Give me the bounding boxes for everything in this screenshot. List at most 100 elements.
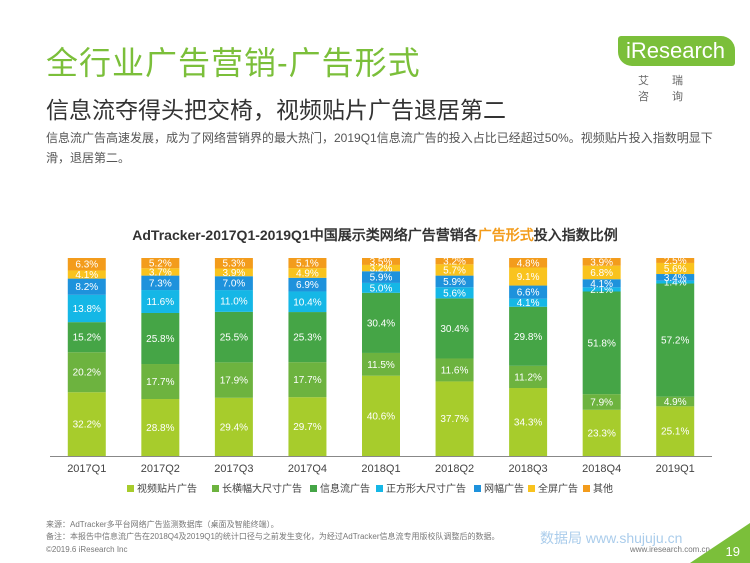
bar-segment (288, 291, 327, 313)
page-subtitle: 信息流夺得头把交椅，视频贴片广告退居第二 (46, 97, 506, 123)
bar-segment (656, 262, 695, 275)
bar-segment (141, 268, 180, 276)
bar-segment (214, 268, 253, 277)
x-tick-label: 2019Q1 (656, 463, 695, 475)
page-description: 信息流广告高速发展，成为了网络营销界的最大热门，2019Q1信息流广告的投入占比… (46, 131, 713, 165)
bar-data-label: 29.4% (220, 422, 248, 433)
bar-data-label: 6.9% (296, 280, 319, 291)
chart-title: AdTracker-2017Q1-2019Q1中国展示类网络广告营销各广告形式投… (132, 227, 617, 243)
bar-data-label: 3.9% (222, 268, 245, 279)
bar-segment (288, 397, 327, 456)
bar-segment (582, 265, 621, 280)
chart-bars: 32.2%20.2%15.2%13.8%8.2%4.1%6.3%28.8%17.… (67, 256, 695, 456)
bar-data-label: 4.8% (517, 258, 540, 269)
bar-data-label: 17.7% (293, 375, 321, 386)
bar-data-label: 32.2% (73, 420, 101, 431)
bar-data-label: 57.2% (661, 336, 689, 347)
bar-data-label: 5.9% (443, 277, 466, 288)
bar-segment (509, 267, 548, 286)
bar-data-label: 7.3% (149, 278, 172, 289)
bar-segment (141, 275, 180, 291)
bar-segment (582, 258, 621, 266)
legend-swatch (528, 485, 535, 492)
bar-segment (214, 362, 253, 398)
bar-segment (362, 264, 400, 272)
bar-data-label: 3.2% (443, 257, 466, 268)
bar-segment (67, 270, 106, 279)
bar-segment (656, 396, 695, 407)
bar-segment (509, 388, 548, 456)
bar-data-label: 13.8% (73, 304, 101, 315)
x-tick-label: 2018Q1 (361, 463, 400, 475)
bar-data-label: 3.9% (590, 257, 613, 268)
legend-label: 其他 (593, 482, 613, 495)
bar-data-label: 34.3% (514, 418, 542, 429)
bar-data-label: 4.1% (517, 298, 540, 309)
legend-swatch (127, 485, 134, 492)
bar-data-label: 5.3% (222, 259, 245, 270)
website-link[interactable]: www.iresearch.com.cn (629, 545, 710, 554)
copyright: ©2019.6 iResearch Inc (46, 545, 128, 554)
legend-label: 网幅广告 (484, 482, 524, 495)
bar-segment (509, 365, 548, 389)
bar-data-label: 3.7% (149, 267, 172, 278)
bar-segment (67, 278, 106, 295)
x-tick-label: 2018Q4 (582, 463, 621, 475)
bar-data-label: 11.6% (441, 365, 469, 376)
legend-swatch (583, 485, 590, 492)
remark-note: 备注：本报告中信息流广告在2018Q4及2019Q1的统计口径与之前发生变化，为… (46, 532, 500, 541)
legend-swatch (474, 485, 481, 492)
bar-segment (362, 375, 400, 456)
bar-segment (214, 258, 253, 269)
chart-title-suffix: 投入指数比例 (534, 227, 618, 243)
bar-data-label: 5.1% (296, 259, 319, 270)
bar-data-label: 7.9% (590, 397, 613, 408)
bar-segment (214, 311, 253, 363)
bar-segment (67, 322, 106, 353)
bar-segment (141, 364, 180, 400)
bar-data-label: 5.9% (370, 273, 393, 284)
bar-segment (214, 290, 253, 312)
chart-title-prefix: AdTracker-2017Q1-2019Q1中国展示类网络广告营销各 (132, 227, 478, 243)
bar-data-label: 25.1% (661, 427, 689, 438)
x-axis-labels: 2017Q1 2017Q2 2017Q3 2017Q4 2018Q1 2018Q2 2018… (67, 463, 695, 475)
bar-segment (582, 279, 621, 288)
bar-data-label: 23.3% (587, 428, 615, 439)
stacked-bar-chart: AdTracker-2017Q1-2019Q1中国展示类网络广告营销各广告形式投… (50, 227, 712, 495)
x-tick-label: 2017Q2 (141, 463, 180, 475)
bar-segment (362, 271, 400, 283)
bar-segment (67, 258, 106, 271)
bar-segment (435, 258, 474, 265)
bar-segment (582, 409, 621, 456)
chart-title-highlight: 广告形式 (478, 227, 534, 243)
bar-segment (67, 352, 106, 393)
bar-segment (509, 298, 548, 307)
x-tick-label: 2017Q1 (67, 463, 106, 475)
legend-swatch (212, 485, 219, 492)
bar-data-label: 40.6% (367, 411, 395, 422)
bar-segment (509, 306, 548, 366)
page-number: 19 (725, 544, 740, 559)
bar-data-label: 6.8% (590, 268, 613, 279)
bar-segment (67, 392, 106, 456)
bar-data-label: 15.2% (73, 333, 101, 344)
bar-segment (288, 312, 327, 363)
bar-data-label: 6.3% (75, 260, 98, 271)
bar-data-label: 11.6% (147, 297, 175, 308)
bar-data-label: 4.9% (296, 268, 319, 279)
bar-data-label: 5.7% (443, 265, 466, 276)
bar-segment (288, 268, 327, 278)
bar-segment (435, 358, 474, 382)
source-note: 来源：AdTracker多平台网络广告监测数据库（桌面及智能终端）。 (46, 520, 279, 529)
bar-segment (656, 406, 695, 456)
legend-label: 正方形大尺寸广告 (386, 482, 466, 495)
bar-data-label: 1.4% (664, 278, 687, 289)
logo-chinese-text: 艾 瑞 咨 询 (638, 75, 694, 103)
bar-data-label: 17.9% (220, 376, 248, 387)
bar-segment (67, 294, 106, 323)
bar-segment (435, 264, 474, 276)
bar-data-label: 5.0% (370, 283, 393, 294)
bar-data-label: 9.1% (517, 272, 540, 283)
legend-label: 长横幅大尺寸广告 (222, 482, 302, 495)
bar-segment (656, 280, 695, 284)
